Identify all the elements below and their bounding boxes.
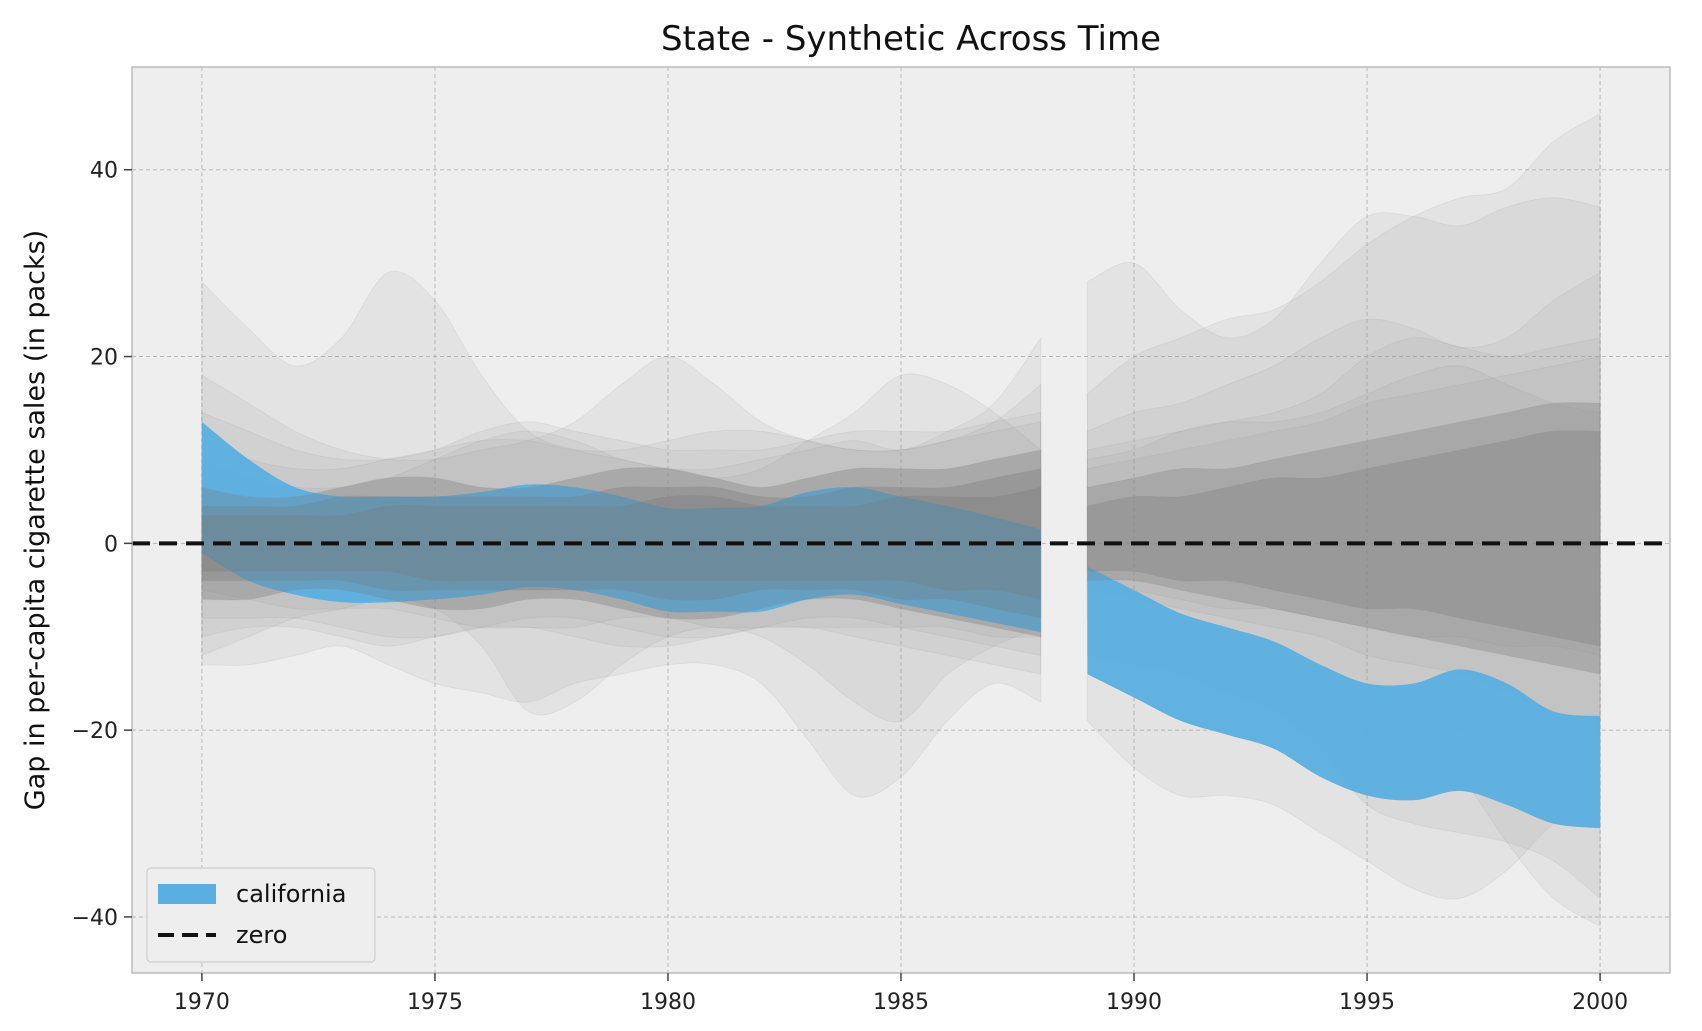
placebo-band [1086, 365, 1601, 657]
y-axis: −40 −20 0 20 40 [72, 159, 132, 931]
y-tick-label: 0 [104, 532, 118, 557]
california-band-segment [1087, 566, 1601, 829]
y-tick-label: 20 [90, 346, 118, 371]
y-tick-label: −40 [72, 906, 118, 931]
chart-title: State - Synthetic Across Time [661, 19, 1161, 59]
x-tick-label: 1970 [174, 990, 230, 1015]
x-tick-label: 1985 [873, 990, 929, 1015]
y-axis-label: Gap in per-capita cigarette sales (in pa… [20, 230, 51, 810]
placebo-band-overlay [1087, 402, 1601, 675]
x-tick-label: 1975 [407, 990, 463, 1015]
placebo-band-overlay [1087, 430, 1601, 647]
x-tick-label: 1980 [640, 990, 696, 1015]
legend-swatch-california [158, 884, 216, 904]
x-axis: 1970 1975 1980 1985 1990 1995 2000 [174, 973, 1628, 1015]
placebo-band [1086, 402, 1601, 675]
california-band-segment [201, 421, 1041, 633]
y-tick-label: −20 [72, 719, 118, 744]
y-tick-label: 40 [90, 159, 118, 184]
x-tick-label: 1990 [1106, 990, 1162, 1015]
legend: california zero [146, 867, 376, 963]
x-tick-label: 2000 [1572, 990, 1628, 1015]
placebo-band [1086, 430, 1601, 647]
legend-label-california: california [236, 880, 346, 908]
x-tick-label: 1995 [1339, 990, 1395, 1015]
legend-label-zero: zero [236, 921, 287, 949]
